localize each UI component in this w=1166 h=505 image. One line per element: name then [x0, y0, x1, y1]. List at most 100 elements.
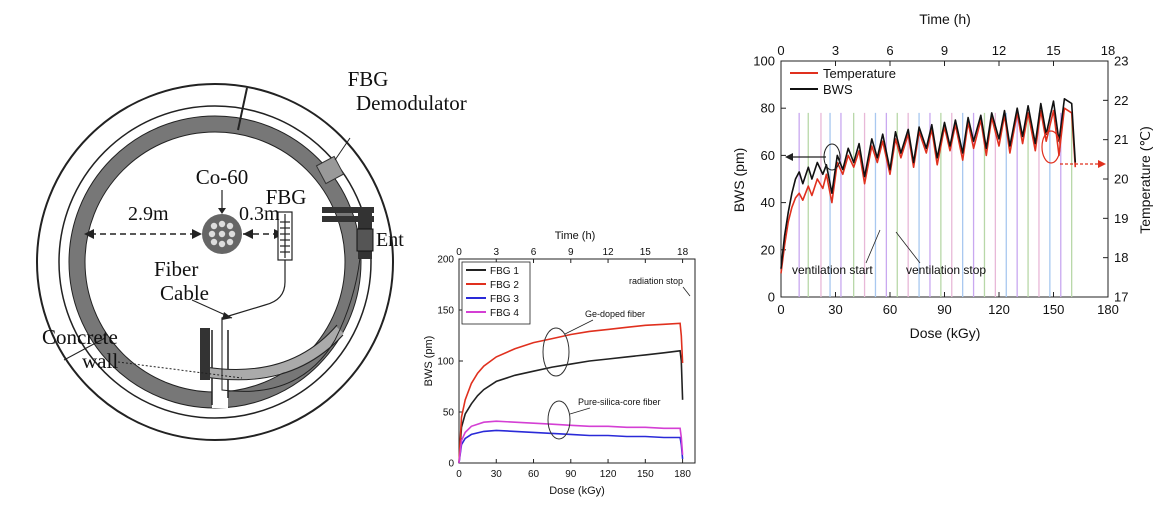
fbg-demodulator-label-2: Demodulator	[356, 91, 467, 115]
bottom-maze-wall	[204, 326, 344, 380]
concrete-wall-label-2: wall	[82, 349, 118, 373]
chart2-y2-tick-label: 18	[1114, 250, 1128, 265]
chart2-series-line-2	[780, 98, 1077, 269]
chart2-ventilation-stop-pointer	[895, 231, 921, 264]
fiber-cable-pointer-arrow	[222, 312, 232, 320]
chart1-legend-box	[461, 261, 531, 325]
chart1-series	[458, 322, 684, 464]
chart1-y-axis-title: BWS (pm)	[423, 336, 435, 387]
partition-line	[237, 87, 248, 131]
chart2-y-axis-title: BWS (pm)	[731, 148, 747, 213]
chart2-y-tick-label: 40	[761, 195, 775, 210]
fiber-cable	[221, 260, 286, 340]
facility-schematic: FBG Demodulator Co-60 FBG 2.9m 0.3m Ent …	[36, 67, 467, 441]
chart1-top-axis-title: Time (h)	[555, 230, 596, 242]
entrance-block-2	[322, 216, 374, 222]
outer-ring-inner-edge	[58, 105, 372, 419]
fbg-gratings	[280, 221, 290, 253]
chart2-y2-tick-label: 21	[1114, 132, 1128, 147]
chart2-y2-tick-label: 19	[1114, 211, 1128, 226]
chart2-top-tick-label: 9	[941, 43, 948, 58]
chart1-top-tick-label: 12	[602, 247, 614, 258]
chart2-temp-arrowhead	[1098, 160, 1106, 168]
ent-label: Ent	[376, 229, 404, 251]
chart2-legend-label: Temperature	[823, 66, 896, 81]
chart1-x-tick-label: 0	[456, 469, 462, 480]
chart2-y-tick-label: 80	[761, 101, 775, 116]
chart2-x-tick-label: 120	[988, 302, 1010, 317]
chart1-series-line-3	[458, 429, 684, 464]
chart2-y2-tick-label: 23	[1114, 54, 1128, 69]
chart2-y-tick-label: 60	[761, 148, 775, 163]
chart2-ventilation-start-label: ventilation start	[792, 263, 873, 277]
chart2-top-tick-label: 18	[1101, 43, 1115, 58]
chart2-x-tick-label: 60	[883, 302, 897, 317]
chart1-legend-label: FBG 2	[490, 280, 519, 291]
chart1-top-tick-label: 9	[568, 247, 574, 258]
chart1-top-tick-label: 0	[456, 247, 462, 258]
chart1-ge-doped-pointer	[564, 319, 594, 335]
chart2-y2-tick-label: 20	[1114, 172, 1128, 187]
chart1-top-tick-label: 6	[531, 247, 537, 258]
chart1-legend-label: FBG 3	[490, 294, 519, 305]
chart1-legend-label: FBG 1	[490, 266, 519, 277]
chart1-radiation-stop-pointer	[682, 286, 691, 297]
wall-post-left	[200, 328, 210, 380]
chart2-top-tick-label: 15	[1046, 43, 1060, 58]
co60-rods	[208, 220, 236, 248]
concrete-wall-label-1: Concrete	[42, 325, 118, 349]
chart2-series	[780, 98, 1077, 274]
fiber-cable-label-1: Fiber	[154, 257, 198, 281]
chart2-top-tick-label: 0	[777, 43, 784, 58]
fbg-demodulator-label-1: FBG	[348, 67, 389, 91]
distance-arrowhead-right	[243, 229, 253, 239]
co60-pointer-arrow	[218, 208, 226, 214]
chart1-x-tick-label: 150	[637, 469, 654, 480]
chart2-top-axis-title: Time (h)	[919, 11, 971, 27]
outer-ring	[36, 83, 394, 441]
chart2-ventilation-stop-label: ventilation stop	[906, 263, 986, 277]
chart2-x-tick-label: 0	[777, 302, 784, 317]
chart1-series-line-4	[458, 420, 684, 464]
chart2-y2-tick-label: 22	[1114, 93, 1128, 108]
chart1-top-tick-label: 3	[493, 247, 499, 258]
chart1-legend-label: FBG 4	[490, 308, 519, 319]
chart-bws-temperature: 0 30 60 90 120 150 180020406080100171819202122…	[731, 11, 1153, 341]
fbg-label: FBG	[266, 185, 307, 209]
chart2-x-axis-title: Dose (kGy)	[910, 325, 981, 341]
chart2-x-tick-label: 180	[1097, 302, 1119, 317]
chart2-ventilation-marks	[798, 112, 1073, 297]
chart2-y2-axis-title: Temperature (℃)	[1137, 126, 1153, 234]
chart2-x-tick-label: 90	[937, 302, 951, 317]
chart1-pure-silica-ellipse	[547, 400, 571, 440]
chart2-y2-tick-label: 17	[1114, 290, 1128, 305]
chart1-x-axis-title: Dose (kGy)	[549, 485, 605, 497]
chart1-x-tick-label: 30	[491, 469, 503, 480]
chart1-pure-silica-pointer	[569, 407, 591, 415]
chart1-top-tick-label: 15	[640, 247, 652, 258]
chart2-y-tick-label: 0	[768, 290, 775, 305]
entrance-door	[356, 228, 374, 252]
chart1-legend: FBG 1 FBG 2 FBG 3 FBG 4	[466, 266, 519, 319]
chart2-top-tick-label: 12	[992, 43, 1006, 58]
chart2-ventilation-start-pointer	[865, 229, 881, 264]
chart1-y-tick-label: 150	[437, 306, 454, 317]
chart1-series-line-1	[458, 349, 684, 464]
chart2-y-tick-label: 100	[753, 54, 775, 69]
chart2-bws-arrowhead	[785, 153, 793, 161]
chart1-x-tick-label: 60	[528, 469, 540, 480]
chart1-series-line-2	[458, 322, 684, 464]
maze-pointer	[117, 361, 243, 379]
fiber-cable-label-2: Cable	[160, 281, 209, 305]
chart2-x-tick-label: 30	[828, 302, 842, 317]
distance-arrowhead-left-2	[192, 229, 202, 239]
distance-arrowhead-left	[84, 229, 94, 239]
entrance-block	[322, 207, 374, 213]
fbg-demodulator-box	[315, 155, 345, 185]
chart2-top-tick-label: 6	[886, 43, 893, 58]
concrete-wall-pointer	[63, 337, 106, 361]
